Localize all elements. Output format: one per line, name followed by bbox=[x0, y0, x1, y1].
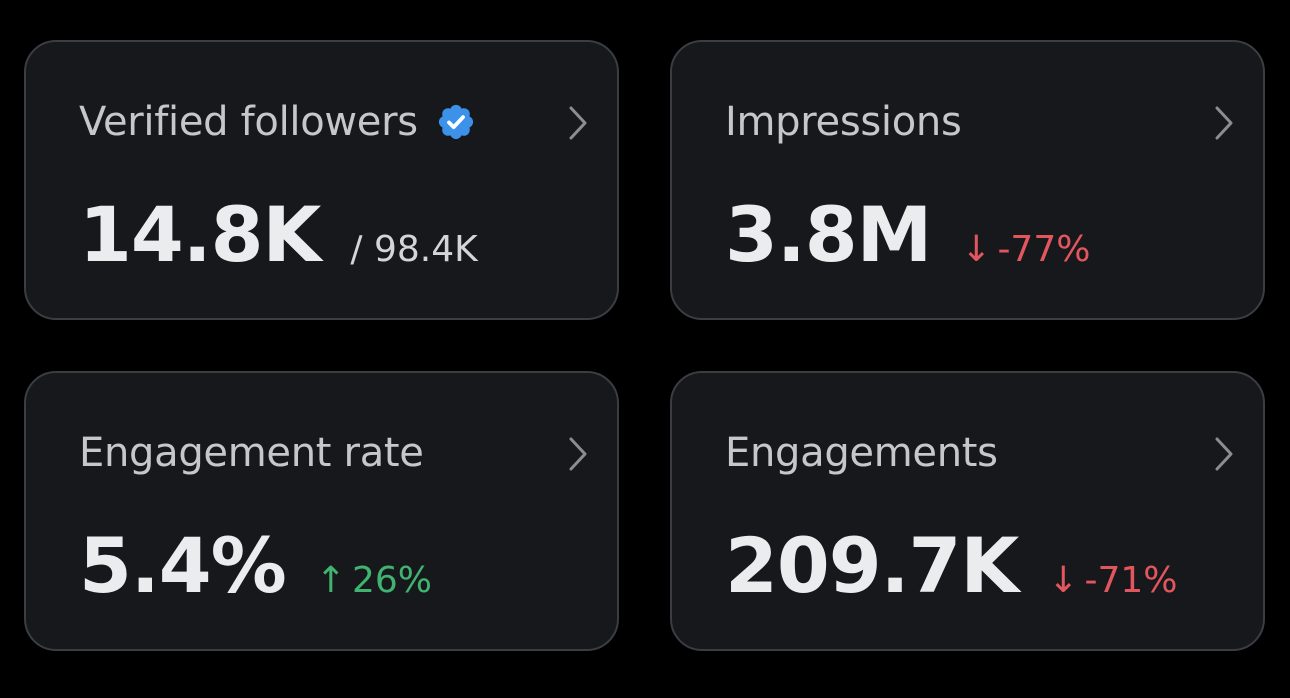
card-title: Impressions bbox=[725, 99, 962, 145]
card-value-row: 209.7K ↓ -71% bbox=[725, 521, 1177, 610]
card-value-row: 5.4% ↑ 26% bbox=[79, 521, 432, 610]
card-delta: ↓ -77% bbox=[961, 229, 1090, 270]
card-title: Verified followers bbox=[79, 99, 418, 145]
card-value: 209.7K bbox=[725, 521, 1019, 610]
chevron-right-icon[interactable] bbox=[1211, 435, 1237, 473]
card-engagement-rate[interactable]: Engagement rate 5.4% ↑ 26% bbox=[24, 371, 619, 651]
verified-badge-icon bbox=[438, 104, 473, 140]
card-title: Engagements bbox=[725, 430, 998, 476]
card-value: 5.4% bbox=[79, 521, 287, 610]
delta-text: -71% bbox=[1084, 560, 1178, 601]
card-delta: ↑ 26% bbox=[316, 560, 432, 601]
chevron-right-icon[interactable] bbox=[1211, 104, 1237, 142]
card-impressions[interactable]: Impressions 3.8M ↓ -77% bbox=[670, 40, 1265, 320]
card-title: Engagement rate bbox=[79, 430, 424, 476]
card-value-row: 14.8K / 98.4K bbox=[79, 190, 478, 279]
arrow-down-icon: ↓ bbox=[961, 229, 992, 270]
card-engagements[interactable]: Engagements 209.7K ↓ -71% bbox=[670, 371, 1265, 651]
card-delta: ↓ -71% bbox=[1048, 560, 1177, 601]
delta-text: -77% bbox=[997, 229, 1091, 270]
card-value-row: 3.8M ↓ -77% bbox=[725, 190, 1090, 279]
delta-text: 26% bbox=[351, 560, 432, 601]
arrow-down-icon: ↓ bbox=[1048, 560, 1079, 601]
card-title-row: Engagements bbox=[725, 427, 998, 479]
card-total: / 98.4K bbox=[350, 229, 478, 270]
card-title-row: Impressions bbox=[725, 96, 962, 148]
card-title-row: Engagement rate bbox=[79, 427, 424, 479]
card-title-row: Verified followers bbox=[79, 96, 476, 148]
chevron-right-icon[interactable] bbox=[565, 435, 591, 473]
chevron-right-icon[interactable] bbox=[565, 104, 591, 142]
card-verified-followers[interactable]: Verified followers 14.8K / 98.4K bbox=[24, 40, 619, 320]
arrow-up-icon: ↑ bbox=[315, 560, 346, 601]
card-value: 3.8M bbox=[725, 190, 932, 279]
card-value: 14.8K bbox=[79, 190, 321, 279]
